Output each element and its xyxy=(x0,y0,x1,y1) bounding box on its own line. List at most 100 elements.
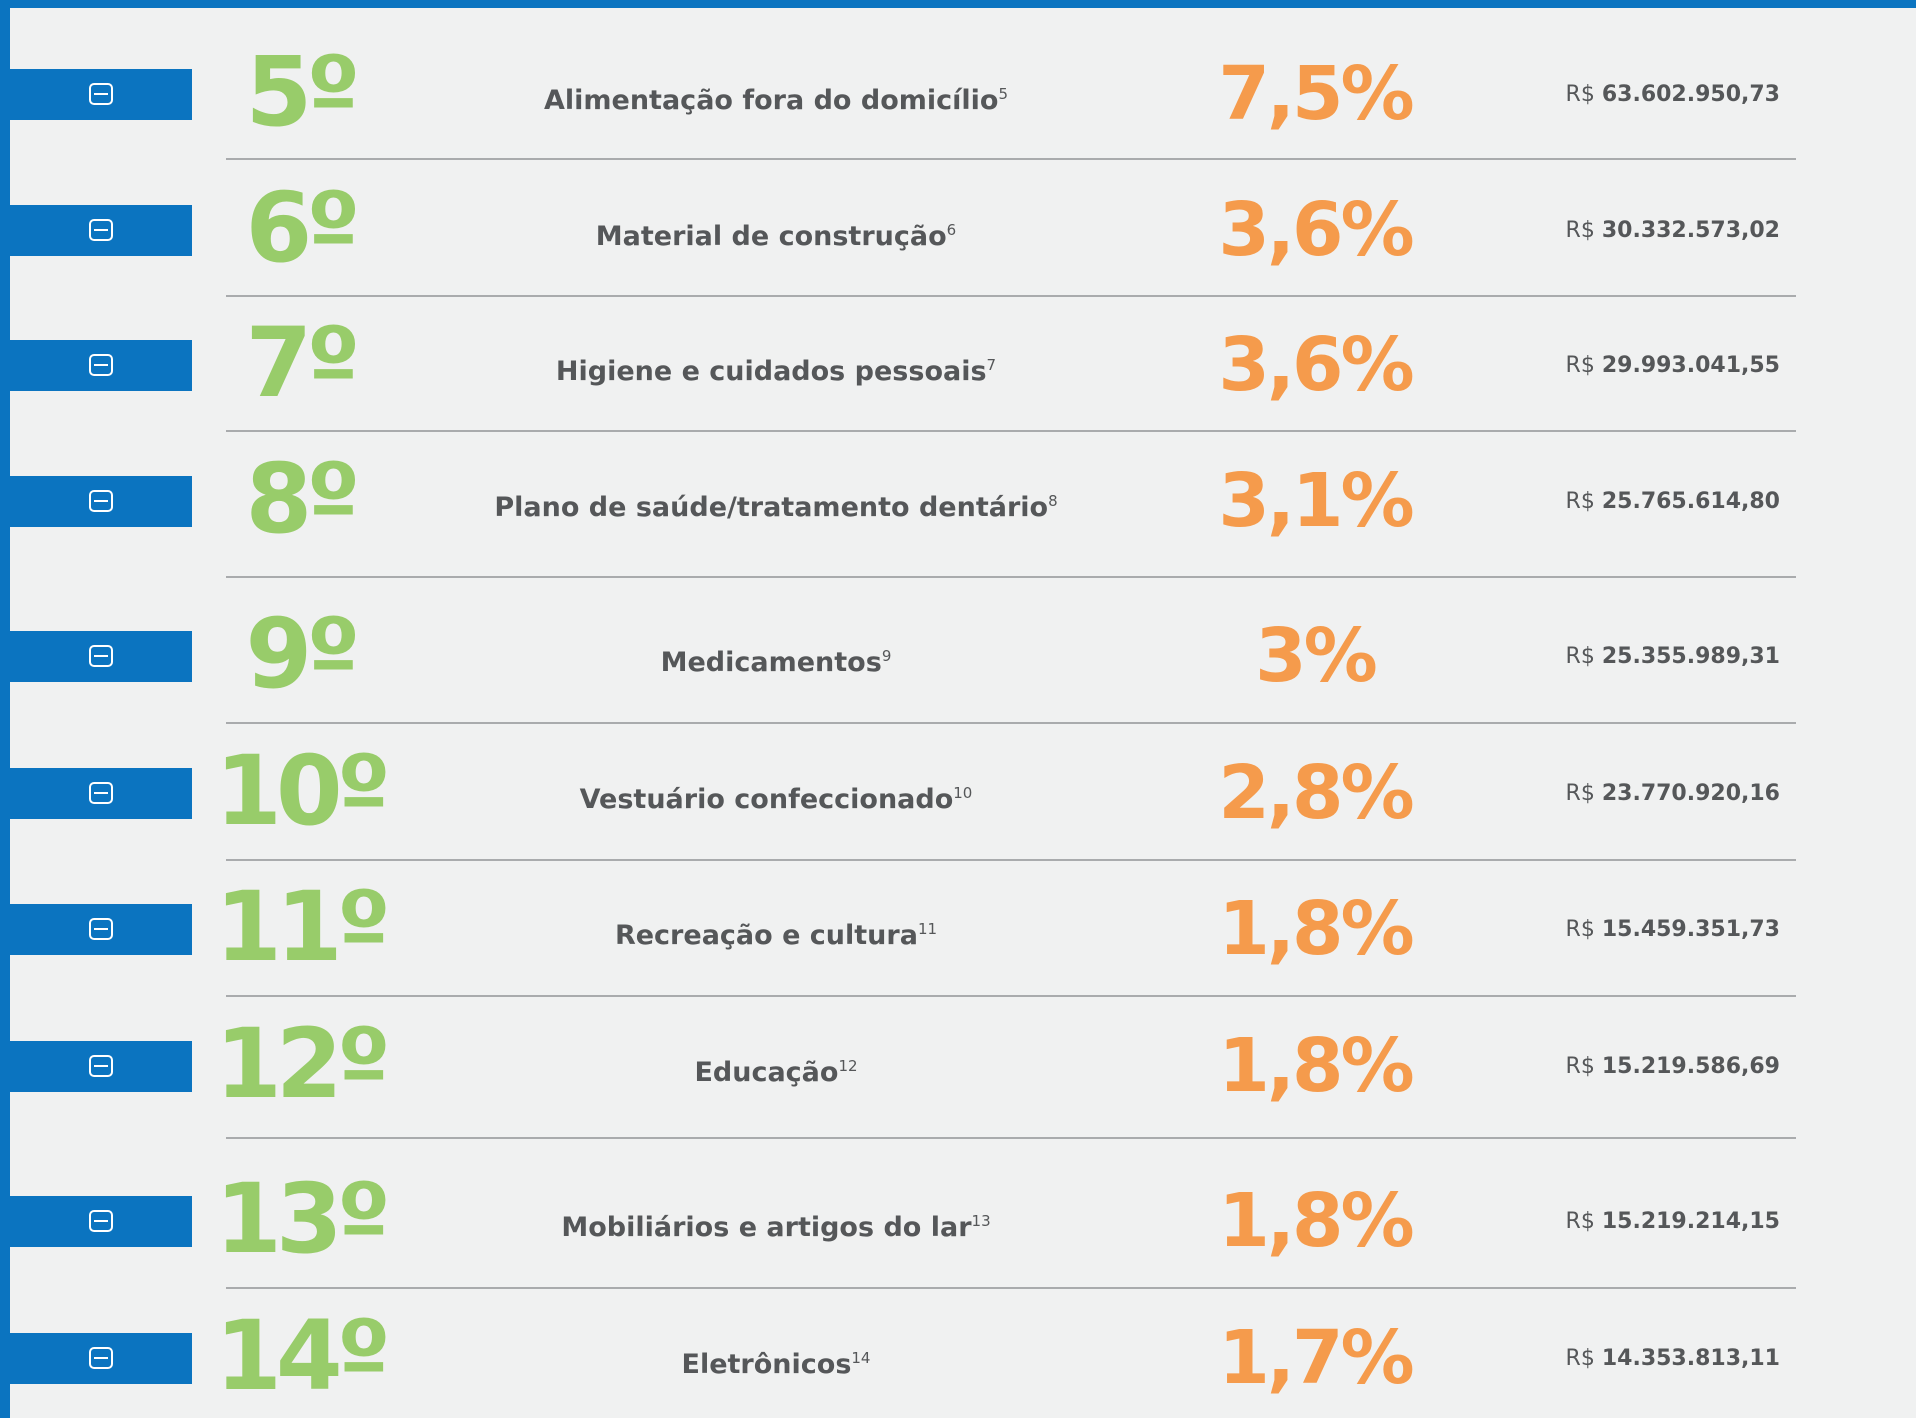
icon-tab xyxy=(10,631,192,682)
row-separator xyxy=(226,295,1796,297)
share: 1,8% xyxy=(1218,1023,1414,1109)
amount: R$ 15.459.351,73 xyxy=(1480,915,1780,945)
row-separator xyxy=(226,995,1796,997)
icon xyxy=(89,782,113,804)
icon xyxy=(89,645,113,667)
icon-tab xyxy=(10,768,192,819)
category: Vestuário confeccionado10 xyxy=(420,776,1132,817)
amount-value: 25.765.614,80 xyxy=(1601,489,1780,514)
share: 1,8% xyxy=(1218,1178,1414,1264)
currency: R$ xyxy=(1565,644,1595,669)
rank: 7º xyxy=(245,307,361,419)
icon xyxy=(89,1210,113,1232)
currency: R$ xyxy=(1565,781,1595,806)
currency: R$ xyxy=(1565,489,1595,514)
rank: 5º xyxy=(245,36,361,148)
rank: 11º xyxy=(215,871,391,983)
icon-tab xyxy=(10,1041,192,1092)
amount: R$ 63.602.950,73 xyxy=(1480,80,1780,110)
amount: R$ 23.770.920,16 xyxy=(1480,779,1780,809)
category-label: Higiene e cuidados pessoais xyxy=(555,356,987,387)
footnote: 13 xyxy=(971,1212,991,1230)
rank: 9º xyxy=(245,598,361,710)
category-label: Plano de saúde/tratamento dentário xyxy=(494,492,1049,523)
icon xyxy=(89,1055,113,1077)
footnote: 9 xyxy=(881,647,892,665)
icon xyxy=(89,1347,113,1369)
icon xyxy=(89,83,113,105)
footnote: 12 xyxy=(838,1057,858,1075)
amount-value: 30.332.573,02 xyxy=(1601,218,1780,243)
category-label: Educação xyxy=(694,1057,839,1088)
currency: R$ xyxy=(1565,353,1595,378)
category-label: Vestuário confeccionado xyxy=(579,784,954,815)
amount: R$ 25.765.614,80 xyxy=(1480,487,1780,517)
icon-tab xyxy=(10,476,192,527)
category: Plano de saúde/tratamento dentário8 xyxy=(420,484,1132,525)
row-separator xyxy=(226,430,1796,432)
share: 7,5% xyxy=(1218,51,1414,137)
icon-tab xyxy=(10,340,192,391)
currency: R$ xyxy=(1565,82,1595,107)
category-label: Recreação e cultura xyxy=(614,920,918,951)
icon xyxy=(89,219,113,241)
footnote: 6 xyxy=(946,221,957,239)
side-bar xyxy=(0,0,10,1418)
row-separator xyxy=(226,859,1796,861)
row-separator xyxy=(226,158,1796,160)
category: Higiene e cuidados pessoais7 xyxy=(420,348,1132,389)
footnote: 5 xyxy=(998,85,1008,103)
icon-tab xyxy=(10,904,192,955)
amount-value: 29.993.041,55 xyxy=(1601,353,1780,378)
icon xyxy=(89,354,113,376)
amount-value: 15.459.351,73 xyxy=(1601,917,1780,942)
currency: R$ xyxy=(1565,218,1595,243)
icon-tab xyxy=(10,1333,192,1384)
icon-tab xyxy=(10,1196,192,1247)
currency: R$ xyxy=(1565,1209,1595,1234)
category-label: Alimentação fora do domicílio xyxy=(543,85,999,116)
icon xyxy=(89,918,113,940)
currency: R$ xyxy=(1565,1054,1595,1079)
category-label: Material de construção xyxy=(595,221,947,252)
category: Educação12 xyxy=(420,1049,1132,1090)
share: 3,6% xyxy=(1218,322,1414,408)
rank: 13º xyxy=(215,1163,391,1275)
share: 1,8% xyxy=(1218,886,1414,972)
rank: 6º xyxy=(245,172,361,284)
category: Medicamentos9 xyxy=(420,639,1132,680)
category: Material de construção6 xyxy=(420,213,1132,254)
currency: R$ xyxy=(1565,917,1595,942)
share: 3% xyxy=(1255,613,1378,699)
category-label: Medicamentos xyxy=(660,647,882,678)
rank: 8º xyxy=(245,443,361,555)
amount-value: 15.219.214,15 xyxy=(1601,1209,1780,1234)
amount-value: 14.353.813,11 xyxy=(1601,1346,1780,1371)
icon xyxy=(89,490,113,512)
amount-value: 15.219.586,69 xyxy=(1601,1054,1780,1079)
footnote: 10 xyxy=(953,784,973,802)
row-separator xyxy=(226,1287,1796,1289)
top-bar xyxy=(0,0,1916,8)
row-separator xyxy=(226,576,1796,578)
amount: R$ 15.219.214,15 xyxy=(1480,1207,1780,1237)
category: Mobiliários e artigos do lar13 xyxy=(420,1204,1132,1245)
category-label: Eletrônicos xyxy=(681,1349,852,1380)
amount-value: 63.602.950,73 xyxy=(1601,82,1780,107)
amount: R$ 30.332.573,02 xyxy=(1480,216,1780,246)
row-separator xyxy=(226,1137,1796,1139)
amount: R$ 15.219.586,69 xyxy=(1480,1052,1780,1082)
rank: 12º xyxy=(215,1008,391,1120)
amount: R$ 29.993.041,55 xyxy=(1480,351,1780,381)
icon-tab xyxy=(10,205,192,256)
footnote: 7 xyxy=(986,356,997,374)
amount-value: 25.355.989,31 xyxy=(1601,644,1780,669)
footnote: 14 xyxy=(851,1349,871,1367)
amount-value: 23.770.920,16 xyxy=(1601,781,1780,806)
share: 1,7% xyxy=(1218,1315,1414,1401)
share: 3,6% xyxy=(1218,187,1414,273)
category: Eletrônicos14 xyxy=(420,1341,1132,1382)
rank: 14º xyxy=(215,1300,391,1412)
footnote: 8 xyxy=(1048,492,1058,510)
